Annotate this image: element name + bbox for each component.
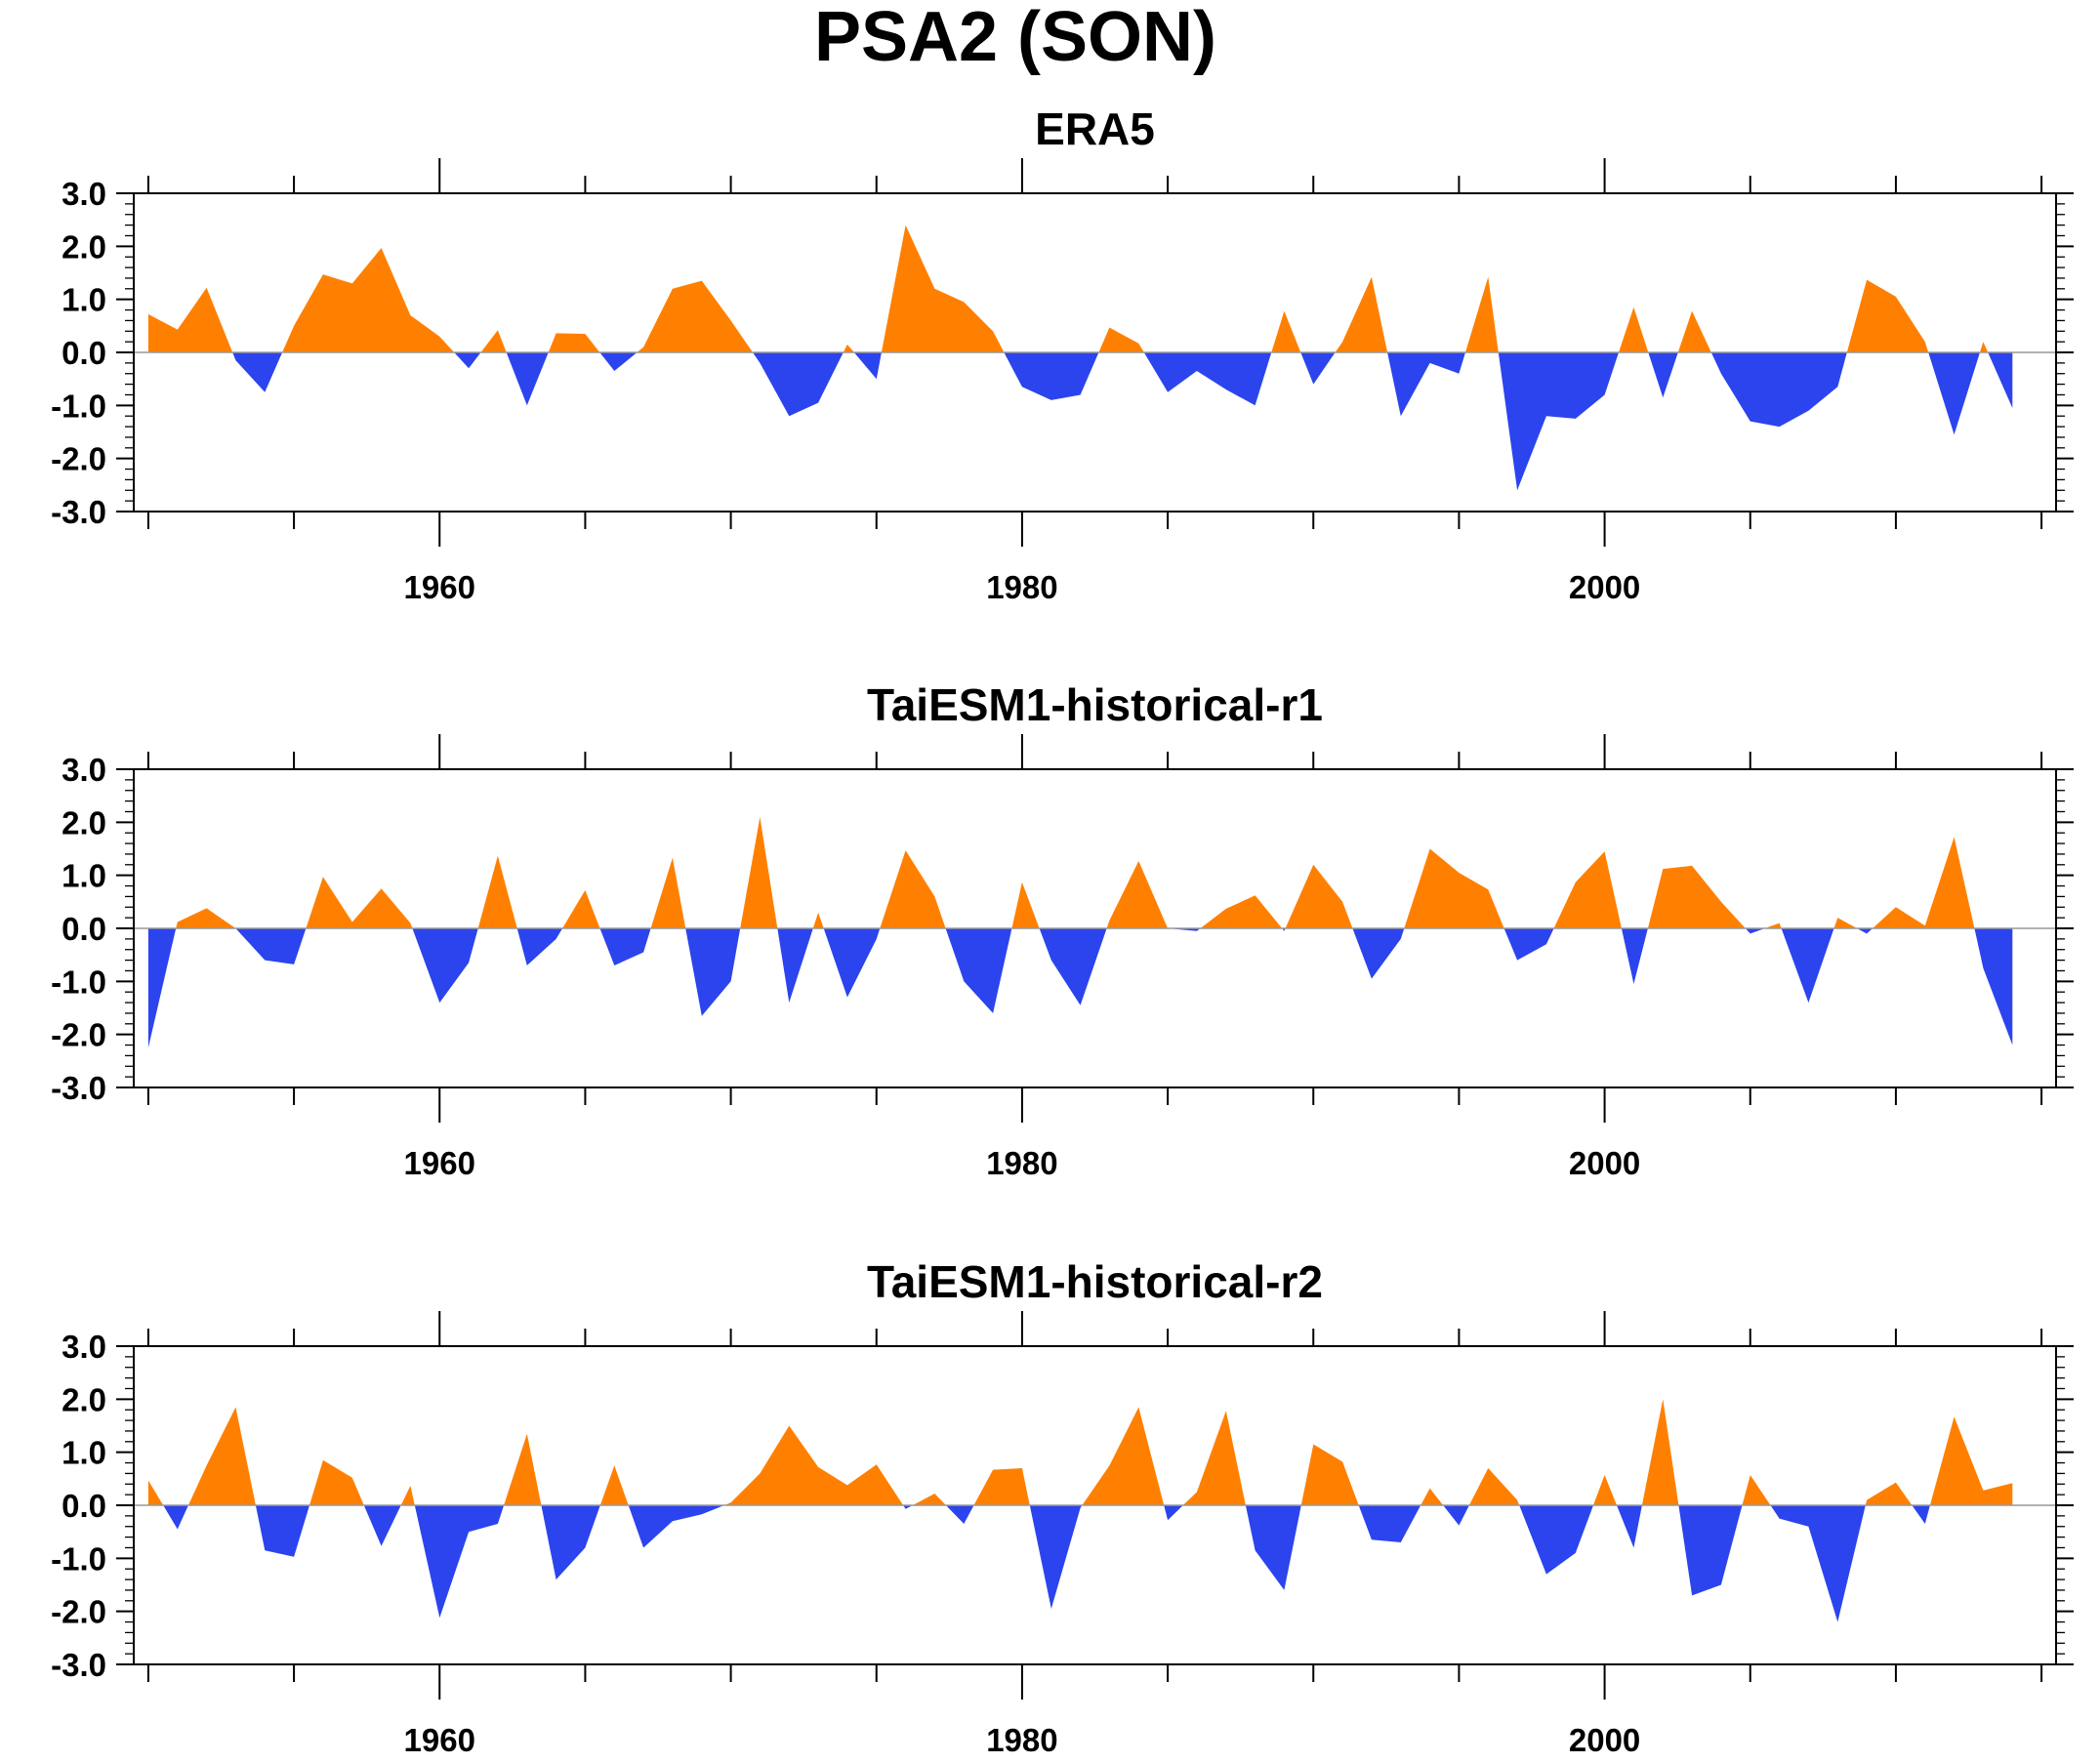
x-tick-label: 1980 xyxy=(986,1722,1057,1758)
series-negative-area xyxy=(147,1505,2013,1622)
y-tick-label: -1.0 xyxy=(51,1540,106,1577)
y-tick-label: 2.0 xyxy=(62,1381,106,1417)
chart-panel-2: TaiESM1-historical-r1 3.0 2.0 1.0 0.0 -1.0 -2.… xyxy=(51,679,2074,1181)
panel-title: TaiESM1-historical-r1 xyxy=(867,679,1323,730)
series-negative-area xyxy=(147,352,2013,491)
y-tick-label: 3.0 xyxy=(62,1329,106,1365)
series-positive-area xyxy=(147,1399,2013,1505)
y-tick-label: -3.0 xyxy=(51,1647,106,1683)
y-tick-label: 0.0 xyxy=(62,911,106,947)
series-positive-area xyxy=(147,816,2013,928)
chart-panel-1: ERA5 3.0 2.0 1.0 0.0 -1.0 -2.0 -3.0 1960 1980 2000 xyxy=(51,103,2074,605)
x-tick-label: 1960 xyxy=(404,569,475,605)
y-tick-label: 1.0 xyxy=(62,282,106,318)
y-tick-label: -2.0 xyxy=(51,441,106,477)
y-tick-label: -1.0 xyxy=(51,388,106,424)
x-tick-label: 1980 xyxy=(986,1145,1057,1181)
x-tick-label: 2000 xyxy=(1569,569,1640,605)
y-tick-label: 0.0 xyxy=(62,1488,106,1524)
panel-title: TaiESM1-historical-r2 xyxy=(867,1256,1323,1307)
y-tick-label: 1.0 xyxy=(62,1435,106,1471)
y-tick-label: 2.0 xyxy=(62,804,106,840)
x-tick-label: 1960 xyxy=(404,1722,475,1758)
panel-title: ERA5 xyxy=(1035,103,1155,154)
y-tick-label: 3.0 xyxy=(62,752,106,788)
y-tick-label: 2.0 xyxy=(62,228,106,265)
x-tick-label: 2000 xyxy=(1569,1145,1640,1181)
y-tick-label: -2.0 xyxy=(51,1594,106,1630)
y-tick-label: -2.0 xyxy=(51,1017,106,1053)
y-tick-label: 0.0 xyxy=(62,335,106,371)
y-tick-label: 3.0 xyxy=(62,176,106,212)
y-tick-label: 1.0 xyxy=(62,858,106,894)
main-title: PSA2 (SON) xyxy=(814,0,1216,76)
series-positive-area xyxy=(147,225,2013,352)
x-tick-label: 1960 xyxy=(404,1145,475,1181)
y-tick-label: -1.0 xyxy=(51,964,106,1000)
chart-panel-3: TaiESM1-historical-r2 3.0 2.0 1.0 0.0 -1.0 -2.… xyxy=(51,1256,2074,1758)
y-tick-label: -3.0 xyxy=(51,494,106,530)
x-tick-label: 1980 xyxy=(986,569,1057,605)
y-tick-label: -3.0 xyxy=(51,1070,106,1106)
series-negative-area xyxy=(147,928,2013,1048)
x-tick-label: 2000 xyxy=(1569,1722,1640,1758)
